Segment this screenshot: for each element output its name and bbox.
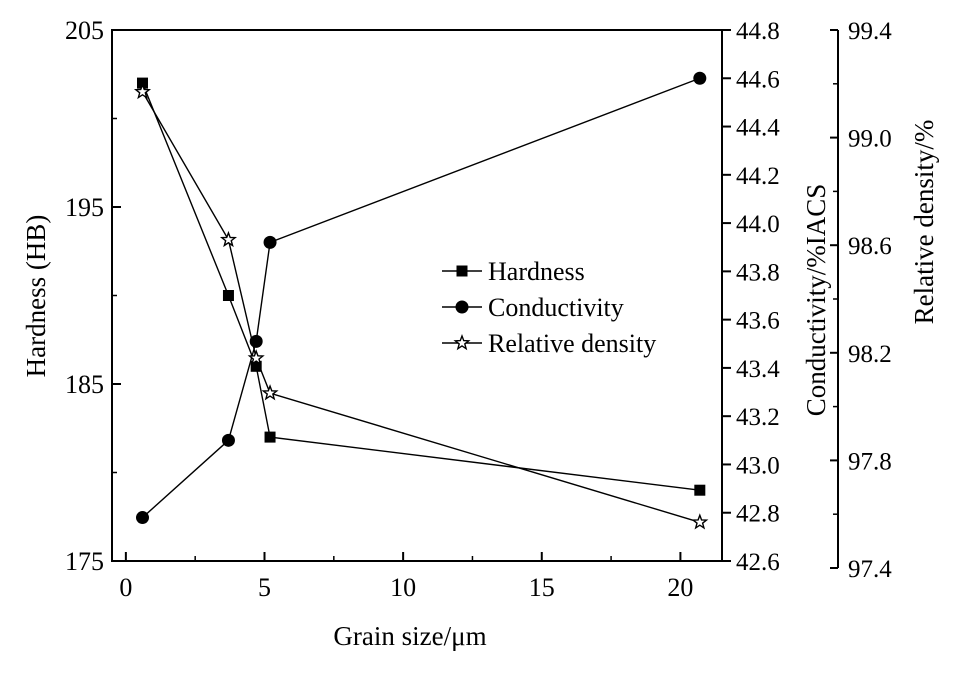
conductivity-tick-label: 43.8	[736, 259, 780, 286]
relative-density-point	[247, 349, 265, 366]
series-layer	[133, 71, 709, 530]
x-tick-label: 20	[667, 573, 693, 602]
conductivity-point	[263, 235, 277, 249]
conductivity-point	[136, 511, 149, 525]
conductivity-axis-label: Conductivity/%IACS	[801, 184, 831, 417]
conductivity-axis: 42.6 42.8 43.0 43.2 43.4 43.6 43.8 44.0 44.2 44.4…	[722, 18, 780, 576]
density-axis: 97.4 97.8 98.2 98.6 99.0 99.4	[830, 18, 892, 583]
hardness-tick-label: 195	[65, 193, 104, 222]
legend-marker-relative-density	[453, 334, 471, 351]
legend-label-hardness: Hardness	[488, 257, 585, 286]
density-tick-label: 99.0	[848, 126, 892, 153]
x-tick-label: 10	[390, 573, 416, 602]
conductivity-tick-label: 43.4	[736, 356, 780, 383]
density-tick-label: 97.8	[848, 448, 892, 475]
x-axis: 0 5 10 15 20	[119, 552, 693, 602]
density-tick-label: 98.6	[848, 233, 892, 260]
hardness-series	[137, 77, 706, 496]
hardness-tick-label: 175	[65, 547, 104, 576]
legend-label-relative-density: Relative density	[488, 329, 656, 358]
conductivity-tick-label: 44.2	[736, 163, 780, 190]
relative-density-point	[691, 513, 709, 530]
conductivity-tick-label: 43.2	[736, 404, 780, 431]
x-tick-label: 5	[258, 573, 271, 602]
relative-density-point	[219, 230, 238, 248]
density-axis-label: Relative density/%	[909, 120, 939, 325]
conductivity-tick-label: 44.6	[736, 66, 780, 93]
density-tick-label: 99.4	[848, 18, 892, 45]
conductivity-tick-label: 42.8	[736, 501, 780, 528]
conductivity-tick-label: 43.6	[736, 308, 780, 335]
relative-density-point	[133, 82, 152, 100]
x-axis-label: Grain size/μm	[333, 621, 486, 651]
legend: Hardness Conductivity Relative density	[442, 257, 656, 358]
relative-density-series	[133, 82, 709, 530]
conductivity-point	[693, 71, 707, 85]
hardness-axis: 175 185 195 205	[65, 16, 121, 576]
conductivity-tick-label: 44.0	[736, 211, 780, 238]
conductivity-tick-label: 44.4	[736, 115, 780, 142]
hardness-tick-label: 185	[65, 370, 104, 399]
hardness-point	[222, 290, 234, 301]
hardness-axis-label: Hardness (HB)	[21, 215, 51, 378]
density-tick-label: 97.4	[848, 556, 892, 583]
conductivity-tick-label: 42.6	[736, 549, 780, 576]
legend-label-conductivity: Conductivity	[488, 293, 624, 322]
hardness-line	[141, 82, 700, 491]
hardness-tick-label: 205	[65, 16, 104, 45]
hardness-point	[694, 484, 706, 496]
x-tick-label: 0	[119, 573, 132, 602]
hardness-point	[250, 360, 262, 372]
hardness-point	[264, 431, 276, 443]
conductivity-tick-label: 43.0	[736, 452, 780, 479]
density-tick-label: 98.2	[848, 341, 892, 368]
conductivity-point	[221, 433, 235, 447]
relative-density-point	[261, 384, 279, 401]
legend-marker-hardness	[456, 265, 468, 277]
conductivity-series	[136, 71, 707, 525]
conductivity-tick-label: 44.8	[736, 18, 780, 45]
legend-marker-conductivity	[455, 300, 469, 314]
x-tick-label: 15	[529, 573, 555, 602]
